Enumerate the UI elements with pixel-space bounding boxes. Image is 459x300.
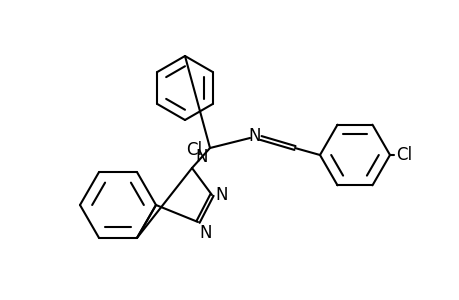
Text: N: N (195, 148, 207, 166)
Text: Cl: Cl (185, 141, 202, 159)
Text: N: N (248, 127, 261, 145)
Text: Cl: Cl (395, 146, 411, 164)
Text: N: N (199, 224, 211, 242)
Text: N: N (214, 186, 227, 204)
